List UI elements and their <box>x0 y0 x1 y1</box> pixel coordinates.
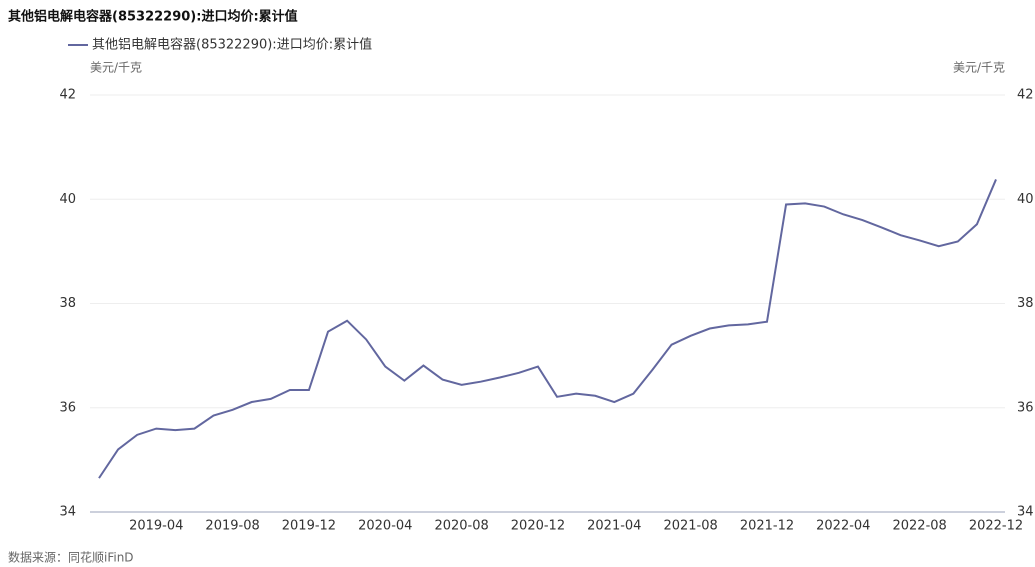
y2-tick-label: 34 <box>1017 505 1034 520</box>
y-tick-label: 34 <box>59 505 76 520</box>
x-tick-label: 2019-04 <box>129 519 183 534</box>
y-tick-label: 36 <box>59 400 76 415</box>
x-tick-label: 2022-12 <box>969 519 1023 534</box>
y2-tick-label: 38 <box>1017 296 1034 311</box>
x-tick-label: 2021-12 <box>740 519 794 534</box>
x-tick-label: 2022-08 <box>892 519 946 534</box>
y-axis-label: 美元/千克 <box>90 61 142 75</box>
source: 数据来源：同花顺iFinD <box>8 550 134 565</box>
x-tick-label: 2022-04 <box>816 519 870 534</box>
x-tick-label: 2020-08 <box>434 519 488 534</box>
x-tick-label: 2019-12 <box>282 519 336 534</box>
y2-tick-label: 40 <box>1017 192 1034 207</box>
x-tick-label: 2021-04 <box>587 519 641 534</box>
legend-label: 其他铝电解电容器(85322290):进口均价:累计值 <box>92 37 372 53</box>
x-tick-label: 2021-08 <box>663 519 717 534</box>
chart-title: 其他铝电解电容器(85322290):进口均价:累计值 <box>8 9 298 25</box>
y2-axis-label: 美元/千克 <box>953 61 1005 75</box>
x-tick-label: 2019-08 <box>205 519 259 534</box>
series-line <box>98 179 997 479</box>
y2-tick-label: 36 <box>1017 400 1034 415</box>
y-tick-label: 40 <box>59 192 76 207</box>
y2-tick-label: 42 <box>1017 88 1034 103</box>
x-tick-label: 2020-04 <box>358 519 412 534</box>
y-tick-label: 42 <box>59 88 76 103</box>
x-tick-label: 2020-12 <box>511 519 565 534</box>
y-tick-label: 38 <box>59 296 76 311</box>
